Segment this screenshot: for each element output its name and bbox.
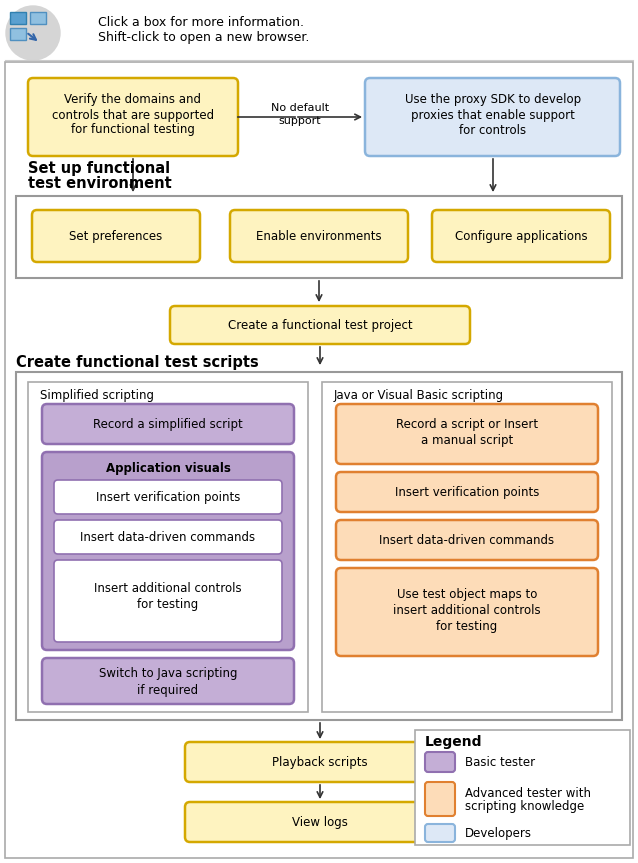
FancyBboxPatch shape	[42, 404, 294, 444]
Text: controls that are supported: controls that are supported	[52, 109, 214, 122]
Text: for testing: for testing	[436, 620, 498, 633]
Text: for controls: for controls	[459, 123, 526, 136]
FancyBboxPatch shape	[425, 824, 455, 842]
Text: scripting knowledge: scripting knowledge	[465, 799, 584, 812]
Bar	[16, 372, 622, 720]
FancyBboxPatch shape	[54, 520, 282, 554]
Text: Create functional test scripts: Create functional test scripts	[16, 355, 259, 369]
Text: Shift-click to open a new browser.: Shift-click to open a new browser.	[98, 32, 309, 45]
Text: No default: No default	[271, 103, 329, 113]
Bar	[415, 730, 630, 845]
Text: Java or Visual Basic scripting: Java or Visual Basic scripting	[334, 388, 504, 401]
Bar	[10, 12, 26, 24]
FancyBboxPatch shape	[432, 210, 610, 262]
Text: Enable environments: Enable environments	[256, 230, 382, 243]
Bar	[28, 382, 308, 712]
Text: Legend: Legend	[425, 735, 482, 749]
FancyBboxPatch shape	[170, 306, 470, 344]
Text: a manual script: a manual script	[421, 433, 513, 446]
FancyBboxPatch shape	[185, 742, 455, 782]
Text: Insert data-driven commands: Insert data-driven commands	[380, 533, 554, 546]
Text: proxies that enable support: proxies that enable support	[411, 109, 575, 122]
FancyBboxPatch shape	[28, 78, 238, 156]
Text: if required: if required	[137, 683, 198, 696]
Text: Verify the domains and: Verify the domains and	[64, 93, 202, 106]
FancyBboxPatch shape	[54, 560, 282, 642]
FancyBboxPatch shape	[42, 452, 294, 650]
Text: Use the proxy SDK to develop: Use the proxy SDK to develop	[405, 93, 581, 106]
Text: Advanced tester with: Advanced tester with	[465, 786, 591, 799]
FancyBboxPatch shape	[425, 782, 455, 816]
Text: Simplified scripting: Simplified scripting	[40, 388, 154, 401]
FancyBboxPatch shape	[336, 404, 598, 464]
FancyBboxPatch shape	[365, 78, 620, 156]
Text: Create a functional test project: Create a functional test project	[228, 318, 412, 331]
Text: Switch to Java scripting: Switch to Java scripting	[99, 666, 237, 679]
Circle shape	[6, 6, 60, 60]
Text: Insert data-driven commands: Insert data-driven commands	[80, 531, 256, 544]
Text: support: support	[279, 116, 322, 126]
Text: Configure applications: Configure applications	[455, 230, 588, 243]
Bar	[10, 28, 26, 40]
Text: Insert additional controls: Insert additional controls	[94, 582, 242, 595]
Bar	[16, 196, 622, 278]
Text: Insert verification points: Insert verification points	[96, 490, 240, 503]
Text: Developers: Developers	[465, 827, 532, 840]
Bar	[30, 12, 46, 24]
FancyBboxPatch shape	[336, 520, 598, 560]
Text: Basic tester: Basic tester	[465, 755, 535, 768]
Text: Application visuals: Application visuals	[105, 462, 230, 475]
Text: test environment: test environment	[28, 175, 172, 191]
FancyBboxPatch shape	[32, 210, 200, 262]
Text: for testing: for testing	[137, 597, 198, 610]
Text: Record a simplified script: Record a simplified script	[93, 418, 243, 431]
Text: Insert verification points: Insert verification points	[395, 486, 539, 499]
FancyBboxPatch shape	[230, 210, 408, 262]
Bar	[322, 382, 612, 712]
Text: insert additional controls: insert additional controls	[393, 603, 541, 616]
Text: for functional testing: for functional testing	[71, 123, 195, 136]
Text: Set up functional: Set up functional	[28, 161, 170, 175]
Text: Use test object maps to: Use test object maps to	[397, 588, 537, 601]
Text: Playback scripts: Playback scripts	[272, 755, 368, 768]
FancyBboxPatch shape	[185, 802, 455, 842]
Text: Set preferences: Set preferences	[70, 230, 163, 243]
Text: Record a script or Insert: Record a script or Insert	[396, 418, 538, 431]
FancyBboxPatch shape	[42, 658, 294, 704]
Text: Click a box for more information.: Click a box for more information.	[98, 16, 304, 28]
FancyBboxPatch shape	[336, 568, 598, 656]
FancyBboxPatch shape	[336, 472, 598, 512]
Text: View logs: View logs	[292, 816, 348, 828]
FancyBboxPatch shape	[425, 752, 455, 772]
FancyBboxPatch shape	[54, 480, 282, 514]
